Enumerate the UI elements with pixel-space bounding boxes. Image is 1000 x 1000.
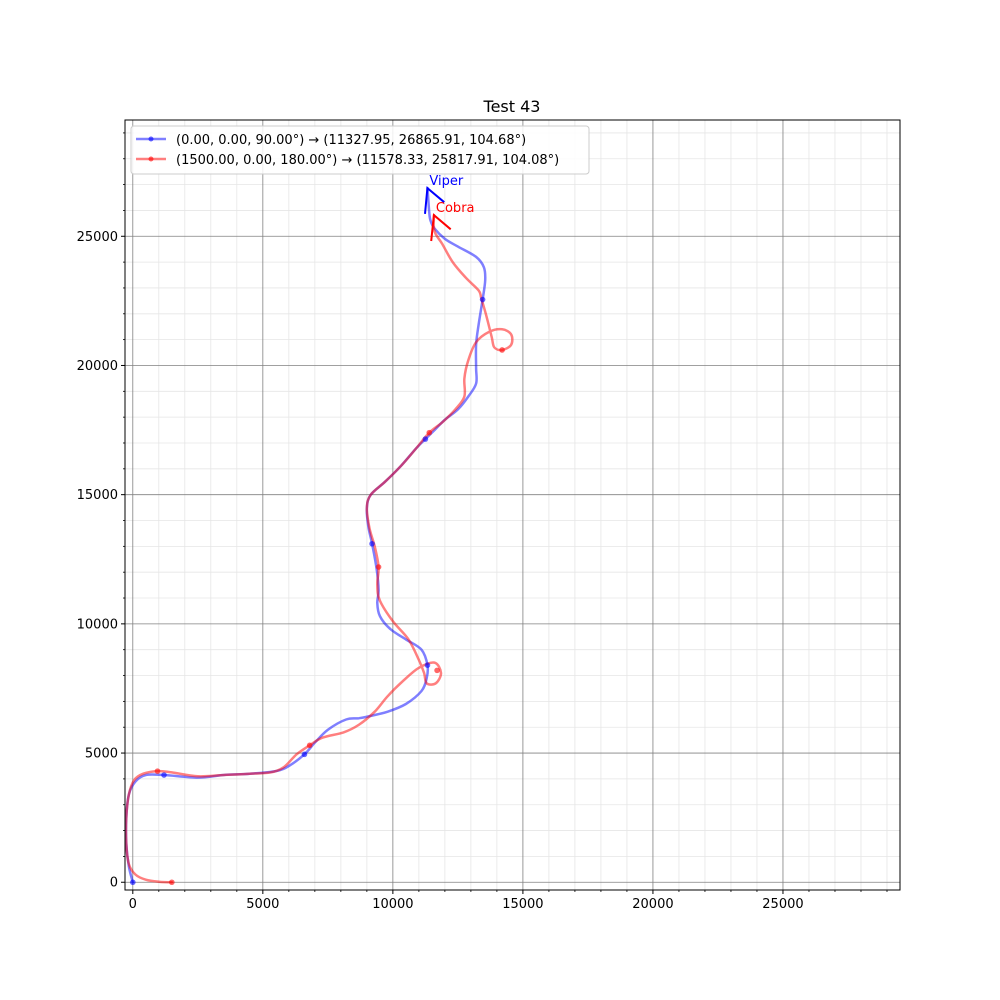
series-marker-viper	[369, 540, 375, 547]
heading-arrow-cobra	[430, 213, 452, 242]
marker-layer	[130, 296, 505, 886]
series-marker-cobra	[434, 667, 440, 674]
series-marker-cobra	[169, 879, 175, 886]
series-marker-viper	[479, 296, 486, 303]
chart-title: Test 43	[483, 97, 541, 116]
series-layer	[124, 186, 514, 884]
series-marker-viper	[301, 751, 308, 758]
series-marker-cobra	[375, 564, 382, 570]
series-marker-viper	[161, 772, 167, 778]
y-tick-label: 0	[110, 876, 118, 891]
y-tick-label: 5000	[85, 747, 118, 762]
series-end-label-cobra: Cobra	[436, 201, 475, 216]
x-tick-label: 20000	[632, 897, 673, 912]
series-marker-viper	[424, 662, 431, 669]
series-marker-cobra	[154, 768, 161, 774]
y-tick-label: 20000	[77, 359, 118, 374]
y-tick-label: 15000	[77, 488, 118, 503]
y-tick-label: 25000	[77, 230, 118, 245]
x-tick-label: 5000	[246, 897, 279, 912]
legend-label-viper: (0.00, 0.00, 90.00°) → (11327.95, 26865.…	[176, 133, 526, 148]
x-tick-label: 25000	[762, 897, 803, 912]
minor-grid	[125, 120, 900, 890]
legend-label-cobra: (1500.00, 0.00, 180.00°) → (11578.33, 25…	[176, 153, 559, 168]
legend-marker-viper	[148, 136, 154, 142]
x-tick-label: 15000	[502, 897, 543, 912]
heading-arrow-viper	[424, 186, 445, 214]
legend-box	[130, 125, 590, 175]
series-marker-viper	[422, 436, 429, 442]
heading-layer: Viper Cobra	[424, 174, 475, 242]
series-marker-cobra	[306, 742, 313, 749]
series-end-label-viper: Viper	[429, 174, 463, 189]
major-grid	[125, 120, 900, 890]
tick-layer: 0 5000 10000 15000 20000 25000 0 5000 10000 15000…	[77, 132, 888, 912]
x-tick-label: 10000	[372, 897, 413, 912]
x-tick-label: 0	[129, 897, 137, 912]
legend-marker-cobra	[148, 156, 154, 162]
series-marker-viper	[130, 879, 136, 886]
series-line-cobra	[124, 213, 514, 884]
legend: (0.00, 0.00, 90.00°) → (11327.95, 26865.…	[130, 125, 590, 175]
series-marker-cobra	[426, 429, 433, 436]
plot-frame	[124, 119, 901, 891]
series-marker-cobra	[499, 347, 505, 353]
y-tick-label: 10000	[77, 617, 118, 632]
